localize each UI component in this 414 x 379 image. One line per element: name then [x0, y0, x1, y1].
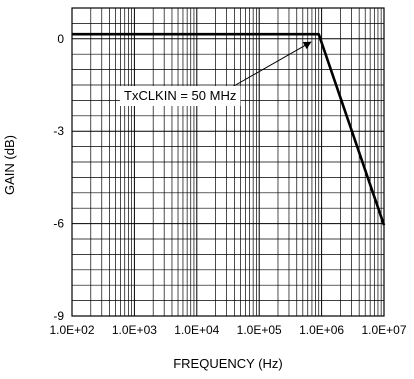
annotation-arrow: [230, 41, 312, 89]
x-tick-label: 1.0E+03: [112, 323, 157, 337]
y-tick-label: -9: [53, 309, 64, 323]
x-tick-label: 1.0E+04: [174, 323, 219, 337]
major-gridlines: [72, 8, 384, 316]
y-axis-label: GAIN (dB): [2, 135, 17, 195]
annotation-label: TxCLKIN = 50 MHz: [124, 88, 236, 103]
plot-frame: [71, 7, 385, 317]
x-tick-label: 1.0E+05: [237, 323, 282, 337]
y-tick-label: -6: [53, 217, 64, 231]
annotation-background: [120, 86, 241, 106]
x-tick-label: 1.0E+07: [361, 323, 406, 337]
series-layer: [72, 32, 386, 226]
x-tick-label: 1.0E+02: [49, 323, 94, 337]
y-tick-labels: 0 -3 -6 -9: [53, 32, 64, 323]
y-tick-label: 0: [57, 32, 64, 46]
minor-gridlines: [72, 8, 384, 316]
gain-response-line: [72, 32, 386, 226]
y-tick-label: -3: [53, 124, 64, 138]
x-tick-labels: 1.0E+02 1.0E+03 1.0E+04 1.0E+05 1.0E+06 1.0E+…: [49, 323, 406, 337]
annotation-layer: TxCLKIN = 50 MHz: [120, 41, 312, 106]
x-tick-label: 1.0E+06: [299, 323, 344, 337]
x-axis-label: FREQUENCY (Hz): [173, 356, 283, 371]
